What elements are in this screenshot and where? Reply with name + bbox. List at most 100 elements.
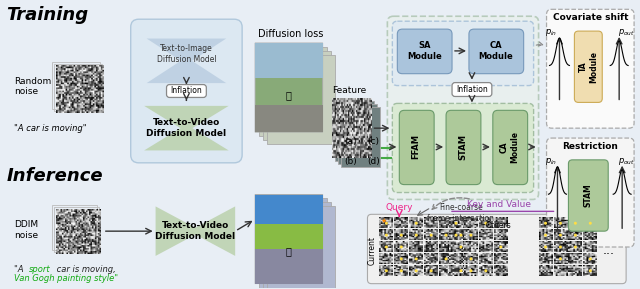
FancyBboxPatch shape xyxy=(131,19,242,163)
Circle shape xyxy=(385,269,388,272)
Circle shape xyxy=(589,222,592,225)
FancyBboxPatch shape xyxy=(387,16,539,199)
Bar xyxy=(255,249,323,284)
Circle shape xyxy=(470,269,472,272)
Circle shape xyxy=(415,257,418,260)
Text: Inflation: Inflation xyxy=(170,86,202,95)
Circle shape xyxy=(385,234,388,237)
FancyBboxPatch shape xyxy=(392,103,534,192)
Text: DDIM
noise: DDIM noise xyxy=(14,221,38,240)
FancyBboxPatch shape xyxy=(547,138,634,247)
FancyBboxPatch shape xyxy=(166,85,206,97)
FancyBboxPatch shape xyxy=(493,110,527,185)
Circle shape xyxy=(415,234,418,237)
Circle shape xyxy=(454,222,458,225)
Bar xyxy=(267,55,335,144)
Bar xyxy=(267,206,335,289)
Text: CA
Module: CA Module xyxy=(500,131,520,163)
FancyBboxPatch shape xyxy=(568,160,608,231)
Bar xyxy=(52,205,97,250)
Circle shape xyxy=(445,257,447,260)
Bar xyxy=(52,62,100,109)
Bar xyxy=(259,47,326,136)
Text: Fine-coarse
frame interaction: Fine-coarse frame interaction xyxy=(428,203,495,223)
Text: Feature: Feature xyxy=(332,86,367,95)
Circle shape xyxy=(544,246,547,249)
Circle shape xyxy=(470,257,472,260)
FancyBboxPatch shape xyxy=(469,29,524,74)
Text: (a): (a) xyxy=(344,137,357,146)
Bar xyxy=(255,43,323,78)
FancyBboxPatch shape xyxy=(452,83,492,97)
Text: Current: Current xyxy=(368,236,377,266)
Polygon shape xyxy=(147,38,226,83)
Text: (c): (c) xyxy=(367,137,380,146)
Bar xyxy=(259,199,326,288)
FancyBboxPatch shape xyxy=(255,194,323,284)
Text: Query: Query xyxy=(385,203,413,212)
Circle shape xyxy=(544,222,547,225)
Text: $p_{in}$: $p_{in}$ xyxy=(545,27,557,38)
Text: SA
Module: SA Module xyxy=(407,41,442,61)
Circle shape xyxy=(589,257,592,260)
Circle shape xyxy=(484,269,487,272)
FancyBboxPatch shape xyxy=(399,110,434,185)
Text: 🚗: 🚗 xyxy=(286,90,292,101)
Text: car is moving,: car is moving, xyxy=(54,265,116,274)
Text: Random
noise: Random noise xyxy=(14,77,52,96)
Text: Restriction: Restriction xyxy=(563,142,618,151)
Circle shape xyxy=(499,246,502,249)
Bar xyxy=(255,224,323,249)
Text: ...: ... xyxy=(602,244,614,257)
Text: 🚗: 🚗 xyxy=(286,246,292,256)
Circle shape xyxy=(415,222,418,225)
Circle shape xyxy=(445,234,447,237)
FancyBboxPatch shape xyxy=(255,43,323,132)
Bar xyxy=(255,194,323,224)
Circle shape xyxy=(415,269,418,272)
Bar xyxy=(54,64,102,111)
Text: Diffusion loss: Diffusion loss xyxy=(258,29,323,39)
Bar xyxy=(338,104,378,164)
Circle shape xyxy=(484,222,487,225)
FancyArrowPatch shape xyxy=(536,42,543,46)
Text: $p_{out}$: $p_{out}$ xyxy=(618,27,635,38)
FancyBboxPatch shape xyxy=(446,110,481,185)
Text: Key and Value: Key and Value xyxy=(467,200,531,209)
Circle shape xyxy=(559,257,562,260)
Circle shape xyxy=(544,234,547,237)
Circle shape xyxy=(460,269,463,272)
Circle shape xyxy=(454,234,458,237)
Circle shape xyxy=(460,246,463,249)
Circle shape xyxy=(559,246,562,249)
Text: Covariate shift: Covariate shift xyxy=(552,13,628,22)
Text: STAM: STAM xyxy=(458,134,467,160)
Text: Text-to-Image
Diffusion Model: Text-to-Image Diffusion Model xyxy=(157,44,216,64)
Circle shape xyxy=(574,234,577,237)
Text: (b): (b) xyxy=(344,157,357,166)
Circle shape xyxy=(559,234,562,237)
Text: FFAM: FFAM xyxy=(412,134,420,160)
Text: sport: sport xyxy=(29,265,51,274)
Circle shape xyxy=(385,222,388,225)
Bar xyxy=(340,107,380,167)
FancyBboxPatch shape xyxy=(397,29,452,74)
Text: (d): (d) xyxy=(367,157,380,166)
Polygon shape xyxy=(144,106,228,151)
FancyBboxPatch shape xyxy=(392,21,534,86)
Circle shape xyxy=(400,269,403,272)
FancyBboxPatch shape xyxy=(367,214,626,284)
Text: Training: Training xyxy=(6,6,88,24)
Circle shape xyxy=(574,222,577,225)
Circle shape xyxy=(400,257,403,260)
Circle shape xyxy=(400,234,403,237)
Text: ★: ★ xyxy=(380,218,387,224)
Text: CA
Module: CA Module xyxy=(479,41,513,61)
FancyBboxPatch shape xyxy=(574,31,602,102)
FancyArrowPatch shape xyxy=(418,209,429,215)
Bar xyxy=(263,202,331,289)
FancyBboxPatch shape xyxy=(547,9,634,128)
Circle shape xyxy=(429,269,433,272)
Text: TA
Module: TA Module xyxy=(579,51,598,83)
Text: Others: Others xyxy=(486,221,511,230)
